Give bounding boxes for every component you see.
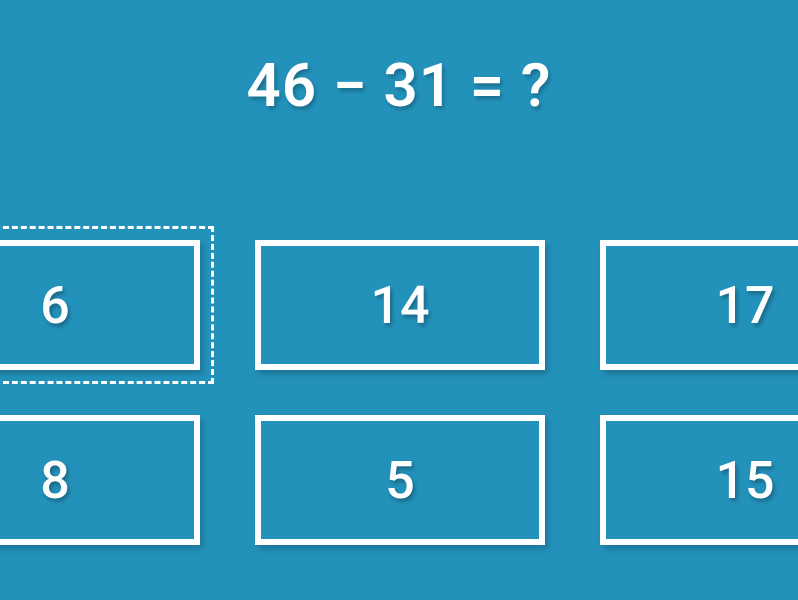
answer-option-3[interactable]: 8 bbox=[0, 415, 200, 545]
quiz-container: 46 − 31 = ? 6 14 17 8 5 15 bbox=[0, 0, 798, 600]
answer-cell-3: 8 bbox=[0, 415, 200, 545]
answer-cell-5: 15 bbox=[600, 415, 798, 545]
answer-cell-2: 17 bbox=[600, 240, 798, 370]
answer-cell-1: 14 bbox=[255, 240, 545, 370]
answer-option-5[interactable]: 15 bbox=[600, 415, 798, 545]
answer-option-0[interactable]: 6 bbox=[0, 240, 200, 370]
answer-cell-4: 5 bbox=[255, 415, 545, 545]
answer-option-1[interactable]: 14 bbox=[255, 240, 545, 370]
answer-option-2[interactable]: 17 bbox=[600, 240, 798, 370]
answer-option-4[interactable]: 5 bbox=[255, 415, 545, 545]
question-text: 46 − 31 = ? bbox=[0, 50, 798, 121]
answer-cell-0: 6 bbox=[0, 240, 200, 370]
answers-grid: 6 14 17 8 5 15 bbox=[0, 240, 798, 545]
